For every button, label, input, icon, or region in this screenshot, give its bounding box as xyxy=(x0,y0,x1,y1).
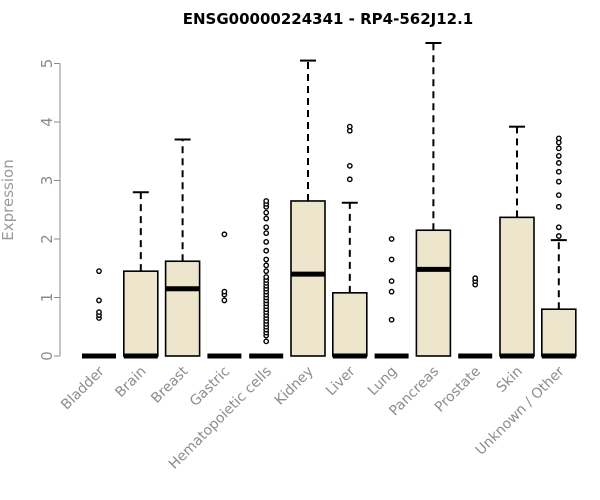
x-tick-label: Liver xyxy=(323,363,359,399)
outlier-point xyxy=(96,268,102,275)
iqr-box xyxy=(331,292,368,357)
x-tick-label: Lung xyxy=(365,364,400,399)
outlier-point xyxy=(263,209,270,216)
x-tick-label: Prostate xyxy=(432,364,484,416)
outlier-point xyxy=(388,278,395,285)
outlier-point xyxy=(555,178,562,185)
outlier-point xyxy=(555,233,562,239)
iqr-box xyxy=(290,200,326,357)
outlier-point xyxy=(555,224,562,231)
outlier-point xyxy=(555,203,562,210)
outlier-point xyxy=(263,239,270,245)
outlier-point xyxy=(96,297,102,304)
box-group xyxy=(374,236,409,359)
box-group xyxy=(458,275,493,359)
outlier-point xyxy=(388,236,395,242)
outlier-point xyxy=(221,288,228,295)
box-group xyxy=(415,42,452,357)
iqr-box xyxy=(499,216,535,357)
y-tick-label: 3 xyxy=(38,176,56,186)
outlier-point xyxy=(263,256,270,263)
outlier-point xyxy=(346,176,353,183)
x-tick-label: Brain xyxy=(112,364,149,401)
boxes xyxy=(82,42,577,359)
outlier-point xyxy=(472,275,479,282)
box-group xyxy=(290,59,326,357)
outlier-point xyxy=(263,247,270,254)
chart-title: ENSG00000224341 - RP4-562J12.1 xyxy=(183,10,474,28)
outlier-point xyxy=(263,262,270,269)
box-group xyxy=(123,191,159,359)
outlier-point xyxy=(555,192,562,199)
iqr-box xyxy=(123,270,159,357)
outlier-point xyxy=(388,256,395,263)
y-tick-label: 0 xyxy=(38,351,56,361)
box-group xyxy=(331,123,368,359)
iqr-box xyxy=(415,229,452,357)
y-tick-label: 1 xyxy=(38,293,56,303)
outlier-point xyxy=(221,231,228,238)
y-tick-label: 5 xyxy=(38,59,56,69)
box-group xyxy=(249,198,284,359)
outlier-point xyxy=(555,168,562,175)
iqr-box xyxy=(540,308,577,357)
outlier-point xyxy=(263,338,270,345)
outlier-point xyxy=(263,230,270,237)
outlier-point xyxy=(555,145,562,152)
outlier-point xyxy=(555,160,562,166)
x-tick-label: Kidney xyxy=(272,364,317,409)
box-group xyxy=(499,125,535,359)
y-tick-label: 2 xyxy=(38,234,56,244)
outlier-point xyxy=(555,153,562,159)
x-tick-label: Breast xyxy=(148,363,192,407)
outlier-point xyxy=(263,198,270,204)
outlier-point xyxy=(388,316,395,323)
outlier-point xyxy=(555,135,562,142)
outlier-point xyxy=(263,274,270,280)
outlier-point xyxy=(346,123,353,130)
iqr-box xyxy=(164,260,201,357)
outlier-point xyxy=(346,162,353,169)
box-group xyxy=(164,138,201,357)
outlier-point xyxy=(263,215,270,222)
x-tick-label: Bladder xyxy=(58,363,108,413)
outlier-point xyxy=(263,268,270,275)
box-group xyxy=(207,231,242,359)
box-group xyxy=(540,135,577,359)
outlier-point xyxy=(96,309,102,316)
y-tick-label: 4 xyxy=(38,117,56,127)
outlier-point xyxy=(221,297,228,304)
outlier-point xyxy=(388,288,395,295)
outlier-point xyxy=(263,224,270,231)
axes: 0 1 2 3 4 5 xyxy=(38,59,61,361)
y-axis-label: Expression xyxy=(0,159,17,240)
box-group xyxy=(82,268,116,359)
x-tick-label: Skin xyxy=(493,364,525,396)
